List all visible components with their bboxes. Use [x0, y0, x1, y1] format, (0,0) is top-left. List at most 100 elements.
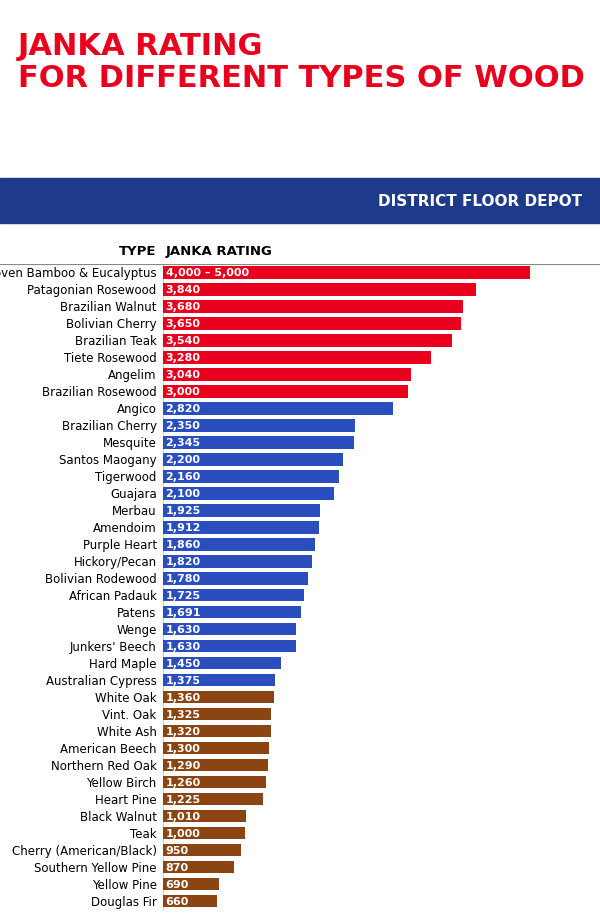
Bar	[163, 743, 269, 754]
Text: Merbau: Merbau	[112, 505, 157, 517]
Text: TYPE: TYPE	[119, 244, 157, 258]
Text: Hard Maple: Hard Maple	[89, 657, 157, 670]
Text: 2,820: 2,820	[166, 404, 201, 414]
Bar	[163, 657, 281, 670]
Text: 1,691: 1,691	[166, 607, 201, 618]
Bar	[163, 301, 463, 313]
Text: 3,840: 3,840	[166, 285, 201, 295]
Text: 1,860: 1,860	[166, 539, 201, 550]
Text: Australian Cypress: Australian Cypress	[46, 675, 157, 687]
Text: Vint. Oak: Vint. Oak	[103, 708, 157, 721]
Text: Angelim: Angelim	[108, 369, 157, 381]
Text: 1,780: 1,780	[166, 573, 201, 584]
Bar	[163, 573, 308, 584]
Bar	[163, 691, 274, 704]
Bar	[163, 725, 271, 738]
Text: White Oak: White Oak	[95, 691, 157, 704]
Text: Cherry (American/Black): Cherry (American/Black)	[11, 844, 157, 857]
Text: 1,375: 1,375	[166, 675, 200, 686]
Bar	[163, 827, 245, 840]
Text: 3,680: 3,680	[166, 302, 201, 312]
Text: 1,820: 1,820	[166, 557, 201, 567]
Text: 690: 690	[166, 879, 189, 890]
Text: Patagonian Rosewood: Patagonian Rosewood	[28, 284, 157, 297]
Text: 1,912: 1,912	[166, 523, 201, 533]
Text: Wenge: Wenge	[116, 623, 157, 636]
Text: Angico: Angico	[117, 403, 157, 415]
Text: Brazilian Rosewood: Brazilian Rosewood	[42, 385, 157, 399]
Bar	[163, 709, 271, 720]
Text: 1,450: 1,450	[166, 659, 201, 669]
Text: Heart Pine: Heart Pine	[95, 793, 157, 806]
Text: Mesquite: Mesquite	[103, 437, 157, 449]
Text: 1,925: 1,925	[166, 505, 201, 516]
Text: Brazilian Walnut: Brazilian Walnut	[60, 301, 157, 313]
Bar	[163, 369, 411, 381]
Text: 1,225: 1,225	[166, 794, 201, 804]
Bar	[163, 420, 355, 432]
Bar	[163, 267, 530, 279]
Bar	[163, 505, 320, 517]
Bar	[163, 454, 343, 466]
Text: 1,725: 1,725	[166, 591, 201, 601]
Text: 3,040: 3,040	[166, 370, 200, 380]
Text: Yellow Birch: Yellow Birch	[86, 776, 157, 789]
Bar	[163, 318, 461, 330]
Bar	[163, 624, 296, 636]
Text: Brazilian Teak: Brazilian Teak	[75, 335, 157, 347]
Text: JANKA RATING: JANKA RATING	[18, 32, 263, 62]
Text: 3,280: 3,280	[166, 353, 200, 363]
Text: 1,320: 1,320	[166, 727, 200, 736]
Bar	[163, 879, 220, 891]
Text: 2,350: 2,350	[166, 421, 200, 431]
Text: 1,360: 1,360	[166, 693, 201, 703]
Text: 2,160: 2,160	[166, 471, 201, 482]
Bar	[163, 386, 408, 398]
Text: Tigerwood: Tigerwood	[95, 471, 157, 483]
Text: 1,300: 1,300	[166, 743, 200, 754]
Text: White Ash: White Ash	[97, 725, 157, 738]
Text: Northern Red Oak: Northern Red Oak	[51, 759, 157, 772]
Bar	[163, 522, 319, 534]
Text: 2,345: 2,345	[166, 438, 201, 448]
Text: 1,630: 1,630	[166, 625, 201, 635]
Text: 4,000 – 5,000: 4,000 – 5,000	[166, 268, 249, 278]
Bar	[163, 793, 263, 806]
Bar	[163, 675, 275, 686]
Text: 2,100: 2,100	[166, 489, 200, 499]
Bar	[163, 759, 268, 772]
Text: 1,000: 1,000	[166, 828, 200, 838]
Text: Hickory/Pecan: Hickory/Pecan	[74, 555, 157, 568]
Text: American Beech: American Beech	[60, 742, 157, 755]
Text: 1,290: 1,290	[166, 761, 201, 770]
Text: 3,650: 3,650	[166, 319, 200, 329]
Bar	[163, 590, 304, 602]
Bar	[163, 556, 311, 568]
Text: Strand Woven Bamboo & Eucalyptus: Strand Woven Bamboo & Eucalyptus	[0, 267, 157, 279]
Text: 870: 870	[166, 862, 189, 872]
Text: 1,325: 1,325	[166, 709, 200, 720]
Bar	[163, 539, 315, 550]
Bar	[163, 641, 296, 652]
Bar	[163, 607, 301, 618]
Text: Southern Yellow Pine: Southern Yellow Pine	[34, 861, 157, 874]
Text: 1,630: 1,630	[166, 641, 201, 652]
Text: FOR DIFFERENT TYPES OF WOOD: FOR DIFFERENT TYPES OF WOOD	[18, 64, 585, 94]
Bar	[163, 777, 266, 789]
Text: 660: 660	[166, 896, 189, 906]
Text: 1,260: 1,260	[166, 777, 201, 788]
Text: Junkers' Beech: Junkers' Beech	[70, 641, 157, 653]
Bar	[163, 335, 452, 347]
Text: African Padauk: African Padauk	[69, 589, 157, 602]
Text: Brazilian Cherry: Brazilian Cherry	[62, 419, 157, 433]
Text: Black Walnut: Black Walnut	[80, 810, 157, 823]
Text: Bolivian Cherry: Bolivian Cherry	[66, 318, 157, 331]
Text: Amendoim: Amendoim	[93, 521, 157, 534]
Bar	[163, 437, 355, 449]
Text: Yellow Pine: Yellow Pine	[92, 878, 157, 891]
Text: Bolivian Rodewood: Bolivian Rodewood	[45, 573, 157, 585]
Bar	[163, 811, 245, 823]
Text: 2,200: 2,200	[166, 455, 200, 465]
Text: Patens: Patens	[117, 607, 157, 619]
Bar	[163, 488, 334, 500]
